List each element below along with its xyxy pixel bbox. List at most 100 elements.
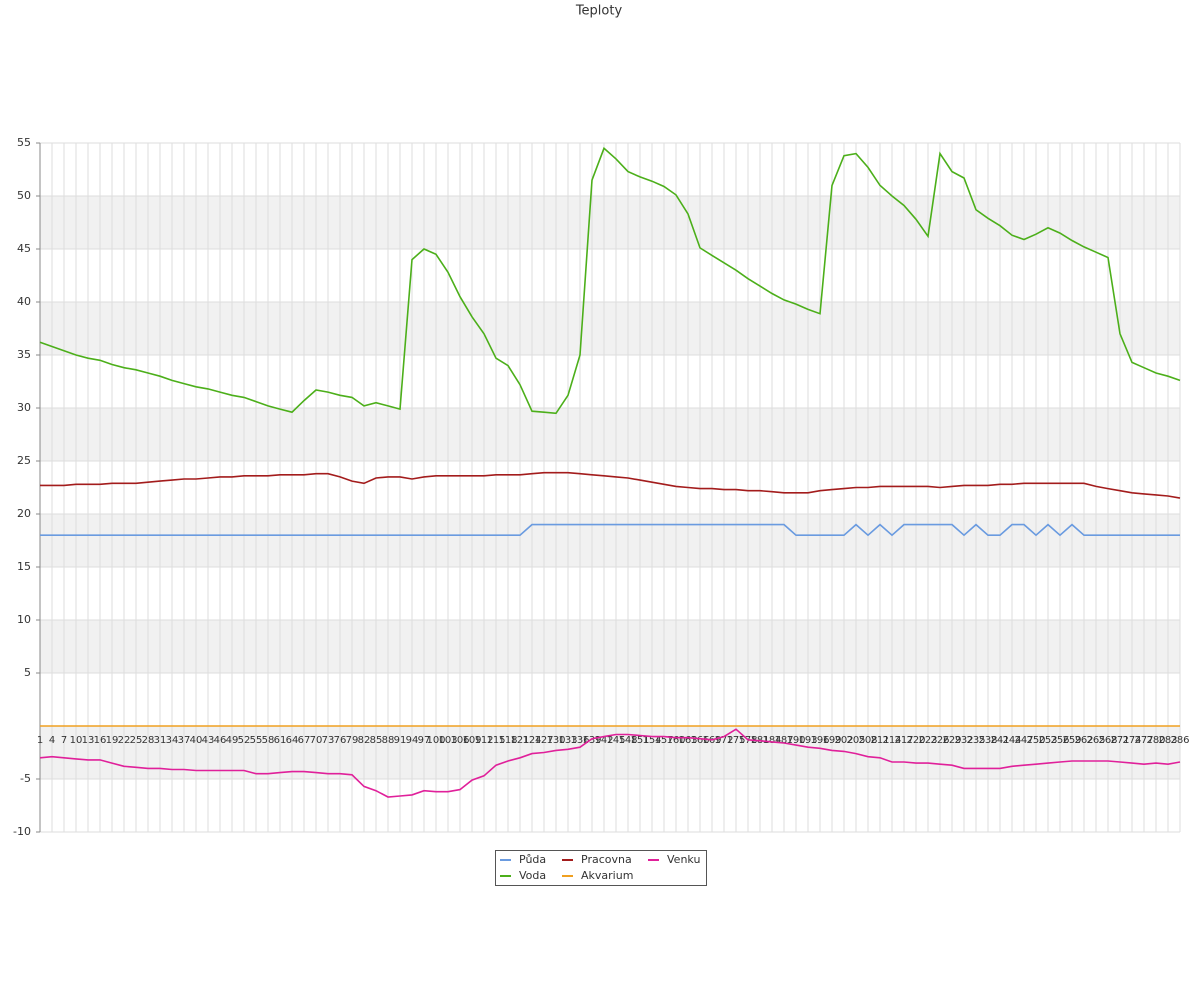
y-tick-label: 55 (17, 136, 31, 149)
x-tick-label: 64 (286, 735, 299, 746)
x-tick-label: 19 (106, 735, 119, 746)
x-tick-label: 28 (142, 735, 155, 746)
x-tick-label: 34 (166, 735, 179, 746)
series-line (40, 523, 1180, 537)
x-tick-label: 220 (906, 735, 925, 746)
grid-band (40, 514, 1180, 567)
x-tick-label: 172 (714, 735, 733, 746)
x-tick-label: 16 (94, 735, 107, 746)
x-tick-label: 154 (642, 735, 661, 746)
x-tick-label: 157 (654, 735, 673, 746)
x-tick-label: 217 (894, 735, 913, 746)
x-tick-label: 244 (1002, 735, 1021, 746)
grid-band (40, 302, 1180, 355)
x-tick-label: 196 (810, 735, 829, 746)
x-tick-label: 238 (978, 735, 997, 746)
x-tick-label: 76 (334, 735, 347, 746)
x-tick-label: 109 (462, 735, 481, 746)
x-tick-label: 61 (274, 735, 287, 746)
y-tick-label: 20 (17, 507, 31, 520)
x-tick-label: 199 (822, 735, 841, 746)
x-tick-label: 274 (1122, 735, 1141, 746)
x-tick-label: 163 (678, 735, 697, 746)
x-tick-label: 223 (918, 735, 937, 746)
x-tick-label: 127 (534, 735, 553, 746)
x-tick-label: 268 (1098, 735, 1117, 746)
x-tick-label: 265 (1086, 735, 1105, 746)
x-tick-label: 145 (606, 735, 625, 746)
x-tick-label: 25 (130, 735, 143, 746)
x-tick-label: 136 (570, 735, 589, 746)
legend-label: Akvarium (581, 869, 633, 882)
x-tick-label: 130 (546, 735, 565, 746)
x-tick-label: 250 (1026, 735, 1045, 746)
x-tick-label: 175 (726, 735, 745, 746)
x-tick-label: 205 (846, 735, 865, 746)
x-tick-label: 106 (450, 735, 469, 746)
x-tick-label: 124 (522, 735, 541, 746)
x-tick-label: 85 (370, 735, 383, 746)
x-tick-label: 49 (226, 735, 239, 746)
y-tick-label: 50 (17, 189, 31, 202)
x-tick-label: 271 (1110, 735, 1129, 746)
grid-band (40, 196, 1180, 249)
y-tick-label: 35 (17, 348, 31, 361)
series-line (39, 728, 1181, 798)
x-tick-label: 52 (238, 735, 251, 746)
x-tick-label: 10 (70, 735, 83, 746)
y-tick-label: 40 (17, 295, 31, 308)
x-tick-label: 118 (498, 735, 517, 746)
grid-band (40, 408, 1180, 461)
x-tick-label: 202 (834, 735, 853, 746)
x-tick-label: 193 (798, 735, 817, 746)
x-tick-label: 55 (250, 735, 263, 746)
x-tick-label: 277 (1134, 735, 1153, 746)
legend-label: Venku (667, 853, 700, 866)
x-tick-label: 1 (37, 735, 43, 746)
x-tick-label: 187 (774, 735, 793, 746)
x-tick-label: 112 (474, 735, 493, 746)
x-tick-label: 241 (990, 735, 1009, 746)
y-tick-label: -5 (20, 772, 31, 785)
y-tick-label: 45 (17, 242, 31, 255)
x-tick-label: 70 (310, 735, 323, 746)
x-tick-label: 214 (882, 735, 901, 746)
y-tick-label: 10 (17, 613, 31, 626)
x-tick-label: 151 (630, 735, 649, 746)
chart-title: Teploty (575, 4, 623, 19)
y-tick-label: 5 (24, 666, 31, 679)
x-tick-label: 247 (1014, 735, 1033, 746)
x-tick-label: 7 (61, 735, 67, 746)
x-tick-label: 142 (594, 735, 613, 746)
x-tick-label: 94 (406, 735, 419, 746)
series-line (39, 146, 1181, 415)
legend-label: Půda (519, 853, 546, 866)
x-tick-label: 13 (82, 735, 95, 746)
x-tick-label: 79 (346, 735, 359, 746)
x-tick-label: 148 (618, 735, 637, 746)
x-tick-label: 37 (178, 735, 191, 746)
legend-box (495, 850, 707, 886)
x-tick-label: 91 (394, 735, 407, 746)
x-tick-label: 133 (558, 735, 577, 746)
x-tick-label: 82 (358, 735, 371, 746)
x-tick-label: 100 (426, 735, 445, 746)
x-tick-label: 73 (322, 735, 335, 746)
x-tick-label: 184 (762, 735, 781, 746)
x-tick-label: 43 (202, 735, 215, 746)
x-tick-label: 22 (118, 735, 131, 746)
x-tick-label: 208 (858, 735, 877, 746)
x-tick-label: 283 (1158, 735, 1177, 746)
x-tick-label: 139 (582, 735, 601, 746)
x-tick-label: 88 (382, 735, 395, 746)
x-tick-label: 58 (262, 735, 275, 746)
x-tick-label: 97 (418, 735, 431, 746)
y-tick-label: -10 (13, 825, 31, 838)
y-tick-label: 25 (17, 454, 31, 467)
legend-label: Pracovna (581, 853, 632, 866)
x-tick-label: 262 (1074, 735, 1093, 746)
series-line (40, 471, 1181, 499)
x-tick-label: 235 (966, 735, 985, 746)
